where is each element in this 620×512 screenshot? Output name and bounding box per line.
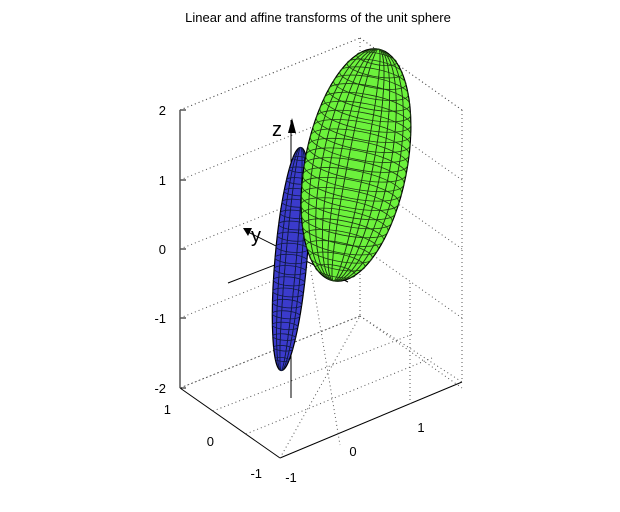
blueSurf-latitude xyxy=(273,276,306,287)
greenSurf-latitude xyxy=(319,100,412,133)
z-tick-label: -1 xyxy=(154,311,166,326)
greenSurf-latitude xyxy=(346,58,403,79)
greenSurf-latitude xyxy=(301,218,384,247)
bottom-right-edge xyxy=(279,381,463,459)
greenSurf-latitude xyxy=(309,251,366,272)
greenSurf-latitude xyxy=(356,51,398,67)
blueSurf-latitude xyxy=(273,345,294,352)
blueSurf-latitude xyxy=(271,310,301,320)
greenSurf-latitude xyxy=(300,187,397,221)
gridlines xyxy=(179,37,463,459)
z-axis-arrow xyxy=(288,118,296,133)
greenSurf-latitude xyxy=(305,240,373,264)
grid-z-right xyxy=(359,245,463,319)
blueSurf-latitude xyxy=(272,333,296,341)
x-tick-label: -1 xyxy=(285,470,297,485)
greenSurf-latitude xyxy=(301,177,400,211)
blueSurf-longitude xyxy=(276,147,306,371)
x-tick-label: 1 xyxy=(417,420,424,435)
z-tick-label: 2 xyxy=(159,103,166,118)
greenSurf-latitude xyxy=(328,83,411,112)
grid-z-back xyxy=(179,315,361,389)
grid-floor xyxy=(212,333,414,412)
blueSurf-latitude xyxy=(274,356,290,362)
z-tick-label: 0 xyxy=(159,242,166,257)
grid-floor xyxy=(245,357,433,435)
grid-z-right xyxy=(359,315,463,389)
greenSurf-latitude xyxy=(314,263,356,279)
x-tick-label: 0 xyxy=(349,444,356,459)
greenSurf-latitude xyxy=(303,229,379,256)
grid-z-back xyxy=(179,107,361,181)
greenSurf-latitude xyxy=(303,157,405,193)
green-ellipsoid xyxy=(300,48,412,282)
greenSurf-latitude xyxy=(307,137,409,173)
greenSurf-latitude xyxy=(309,128,410,163)
y-tick-label: 0 xyxy=(207,434,214,449)
x-axis-ticks: -1 0 1 xyxy=(285,420,424,485)
blueSurf-latitude xyxy=(272,287,304,298)
z-tick-label: 1 xyxy=(159,173,166,188)
y-tick-label: 1 xyxy=(164,402,171,417)
chart-title: Linear and affine transforms of the unit… xyxy=(185,10,451,25)
greenSurf-latitude xyxy=(315,109,412,143)
bottom-front-edge xyxy=(179,387,281,459)
y-axis-ticks: 1 0 -1 xyxy=(164,402,262,481)
y-axis-arrow xyxy=(243,228,252,236)
grid-z-back xyxy=(179,176,361,250)
blueSurf-latitude xyxy=(271,321,299,331)
blueSurf-latitude xyxy=(272,298,303,309)
grid-floor xyxy=(310,270,341,446)
greenSurf-latitude xyxy=(333,74,409,101)
greenSurf-latitude xyxy=(305,147,407,183)
greenSurf-latitude xyxy=(312,119,411,153)
grid-z-back xyxy=(179,245,361,319)
blueSurf-latitude xyxy=(274,253,308,265)
greenSurf-latitude xyxy=(339,66,407,90)
blueSurf-latitude xyxy=(273,265,307,276)
greenSurf-latitude xyxy=(300,197,393,230)
greenSurf-latitude xyxy=(323,91,412,123)
grid-z-back xyxy=(179,37,361,111)
z-tick-label: -2 xyxy=(154,381,166,396)
z-axis-label: z xyxy=(272,119,282,141)
greenSurf-latitude xyxy=(300,207,389,239)
y-tick-label: -1 xyxy=(250,466,262,481)
greenSurf-latitude xyxy=(302,167,403,202)
z-axis-ticks: 2 1 0 -1 -2 xyxy=(154,103,166,396)
y-axis-label: y xyxy=(251,225,261,247)
grid-back-bottom xyxy=(359,315,463,383)
greenSurf-longitude xyxy=(308,48,404,282)
